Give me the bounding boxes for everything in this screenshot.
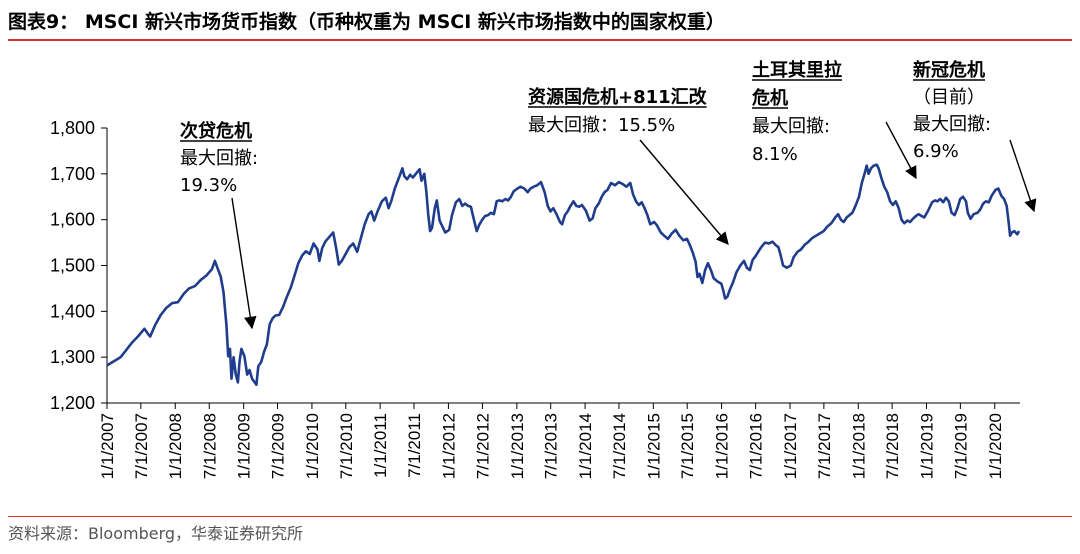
y-tick-label: 1,200 (50, 393, 95, 413)
x-tick-label: 1/1/2017 (781, 413, 800, 479)
x-tick-label: 7/1/2015 (678, 413, 697, 479)
annotation-text: 8.1% (752, 144, 798, 165)
annotation-text: 最大回撤：15.5% (528, 115, 675, 136)
x-tick-label: 1/1/2016 (713, 413, 732, 479)
annotations: 次贷危机最大回撤:19.3%资源国危机+811汇改最大回撤：15.5%土耳其里拉… (180, 59, 1037, 330)
footer-divider (8, 516, 1072, 517)
x-tick-label: 1/1/2009 (235, 413, 254, 479)
series-line (106, 163, 1021, 386)
x-tick-label: 7/1/2010 (337, 413, 356, 479)
annotation-arrow (231, 197, 257, 330)
chart-canvas: 1,200 1,300 1,400 1,500 1,600 1,700 1,800 1/1/… (50, 59, 1037, 479)
x-tick-label: 7/1/2019 (951, 413, 970, 479)
y-tick-label: 1,600 (50, 210, 95, 230)
annotation-text: 新冠危机 (913, 59, 985, 81)
annotation-text: 6.9% (913, 141, 959, 162)
x-axis: 1/1/2007 7/1/2007 1/1/2008 7/1/2008 1/1/2009… (98, 402, 1020, 479)
y-tick-label: 1,800 (50, 118, 95, 138)
x-tick-label: 1/1/2012 (439, 413, 458, 479)
x-tick-label: 7/1/2009 (269, 413, 288, 479)
x-tick-label: 1/1/2011 (371, 413, 390, 478)
x-tick-label: 7/1/2012 (473, 413, 492, 479)
x-tick-label: 1/1/2015 (644, 413, 663, 479)
annotation-text: 资源国危机+811汇改 (528, 86, 708, 108)
x-tick-label: 1/1/2010 (303, 413, 322, 479)
y-tick-label: 1,300 (50, 347, 95, 367)
annotation-arrow (639, 139, 729, 245)
x-tick-label: 1/1/2020 (986, 413, 1005, 479)
x-tick-label: 1/1/2007 (98, 413, 117, 479)
x-tick-label: 1/1/2013 (508, 413, 527, 479)
chart-title: 图表9： MSCI 新兴市场货币指数（币种权重为 MSCI 新兴市场指数中的国家… (8, 11, 725, 33)
y-tick-label: 1,500 (50, 256, 95, 276)
y-tick-label: 1,400 (50, 301, 95, 321)
x-tick-label: 7/1/2013 (542, 413, 561, 479)
x-tick-label: 7/1/2016 (747, 413, 766, 479)
annotation-arrow (885, 121, 917, 180)
annotation-text: （目前） (913, 87, 985, 108)
annotation-arrow (1009, 139, 1037, 213)
x-tick-label: 7/1/2008 (200, 413, 219, 479)
x-tick-label: 1/1/2008 (166, 413, 185, 479)
annotation-text: 次贷危机 (180, 120, 252, 142)
title-divider (8, 39, 1072, 41)
annotation-text: 最大回撤: (752, 116, 830, 137)
annotation-text: 19.3% (180, 175, 237, 196)
x-tick-label: 7/1/2007 (132, 413, 151, 479)
y-axis: 1,200 1,300 1,400 1,500 1,600 1,700 1,800 (50, 118, 108, 413)
x-tick-label: 7/1/2014 (610, 413, 629, 479)
annotation-covid: 新冠危机 （目前） 最大回撤: 6.9% (913, 59, 1037, 213)
x-tick-label: 1/1/2019 (918, 413, 937, 479)
annotation-text: 危机 (751, 87, 788, 109)
x-tick-label: 7/1/2018 (883, 413, 902, 479)
x-tick-label: 1/1/2014 (576, 413, 595, 479)
x-tick-label: 7/1/2017 (815, 413, 834, 479)
annotation-text: 土耳其里拉 (752, 59, 842, 81)
x-tick-label: 7/1/2011 (405, 413, 424, 478)
x-tick-label: 1/1/2018 (849, 413, 868, 479)
annotation-text: 最大回撤: (180, 148, 258, 169)
y-tick-label: 1,700 (50, 164, 95, 184)
annotation-text: 最大回撤: (913, 114, 991, 135)
source-note: 资料来源：Bloomberg，华泰证券研究所 (8, 524, 304, 543)
